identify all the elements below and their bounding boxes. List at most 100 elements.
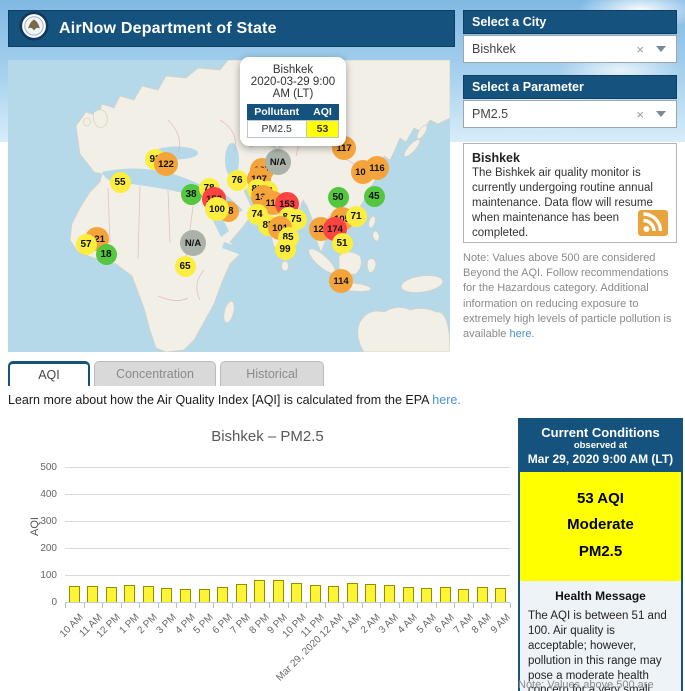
aqi-bar[interactable] [439, 587, 451, 602]
popup-city: Bishkek [272, 64, 314, 76]
tab-concentration[interactable]: Concentration [94, 361, 216, 386]
aqi-bar[interactable] [105, 587, 117, 602]
aqi-bar[interactable] [383, 585, 395, 602]
aqi-marker[interactable]: 51 [331, 232, 353, 254]
learn-more-prefix: Learn more about how the Air Quality Ind… [8, 393, 433, 407]
x-tick-mark [306, 603, 308, 608]
aqi-marker[interactable]: 71 [345, 205, 367, 227]
select-parameter-header: Select a Parameter [463, 75, 677, 99]
cc-health-title: Health Message [555, 588, 646, 603]
aqi-marker[interactable]: 18 [95, 243, 117, 265]
aqi-marker[interactable]: 76 [226, 169, 248, 191]
aqi-marker[interactable]: 55 [109, 171, 131, 193]
parameter-dropdown[interactable]: PM2.5 × [463, 100, 677, 128]
x-tick-mark [435, 603, 437, 608]
city-dropdown[interactable]: Bishkek × [463, 35, 677, 63]
x-tick-mark [417, 603, 419, 608]
aqi-bar[interactable] [346, 583, 358, 602]
gridline [65, 494, 510, 495]
aqi-marker[interactable]: 38 [180, 183, 202, 205]
aqi-bar[interactable] [495, 587, 507, 602]
aqi-marker[interactable]: N/A [180, 230, 206, 256]
aqi-bar[interactable] [217, 586, 229, 602]
rss-icon[interactable] [638, 210, 668, 236]
note-here-link[interactable]: here [509, 327, 532, 340]
aqi-marker[interactable]: N/A [265, 149, 291, 175]
note-text: Note: Values above 500 are considered Be… [463, 252, 672, 340]
aqi-marker[interactable]: 50 [327, 186, 349, 208]
x-axis-label: 8 PM [247, 612, 272, 637]
city-clear-icon[interactable]: × [636, 41, 644, 57]
aqi-marker[interactable]: 100 [205, 197, 229, 221]
x-tick-mark [324, 603, 326, 608]
aqi-marker[interactable]: 114 [329, 269, 353, 293]
x-axis-label: 8 AM [470, 612, 494, 636]
cc-datetime: Mar 29, 2020 9:00 AM (LT) [527, 452, 674, 466]
aqi-marker[interactable]: 45 [363, 185, 385, 207]
y-tick-label: 100 [40, 570, 57, 581]
cc-title: Current Conditions [541, 425, 660, 440]
x-axis-label: 6 AM [432, 612, 457, 636]
parameter-clear-icon[interactable]: × [636, 106, 644, 122]
x-tick-mark [472, 603, 474, 608]
x-tick-mark [157, 603, 159, 608]
aqi-bar[interactable] [254, 580, 266, 602]
aqi-marker[interactable]: 99 [274, 238, 296, 260]
cc-aqi-block: 53 AQI Moderate PM2.5 [520, 472, 681, 581]
x-tick-mark [343, 603, 345, 608]
aqi-bar[interactable] [180, 589, 192, 602]
note-suffix: . [531, 327, 535, 340]
gridline [65, 575, 510, 576]
aqi-bar[interactable] [198, 589, 210, 602]
x-tick-mark [231, 603, 233, 608]
aqi-bar[interactable] [235, 583, 247, 602]
aqi-bar[interactable] [124, 585, 136, 602]
aqi-bar[interactable] [328, 585, 340, 602]
aqi-bar[interactable] [458, 588, 470, 602]
learn-more-text: Learn more about how the Air Quality Ind… [8, 393, 461, 407]
aqi-marker[interactable]: 57 [75, 233, 97, 255]
cc-category: Moderate [567, 516, 634, 534]
popup-col-aqi: AQI [306, 104, 339, 121]
tab-concentration-label: Concentration [116, 367, 194, 381]
aqi-marker[interactable]: 116 [365, 156, 389, 180]
parameter-caret-icon[interactable] [656, 111, 666, 117]
tab-aqi[interactable]: AQI [8, 361, 90, 386]
aqi-bar[interactable] [161, 587, 173, 602]
world-aqi-map[interactable]: 921225538781539810076107107N/A8598135111… [8, 60, 450, 352]
state-department-seal-icon [19, 11, 49, 46]
cc-aqi-value: 53 AQI [577, 490, 624, 507]
aqi-bar-chart: Bishkek – PM2.5 AQI 0 100 200 300 400 500 10 A… [15, 424, 520, 686]
x-tick-mark [194, 603, 196, 608]
aqi-marker[interactable]: 65 [174, 255, 196, 277]
aqi-bar[interactable] [68, 585, 80, 602]
aqi-bar[interactable] [142, 586, 154, 602]
x-axis-line [65, 602, 510, 603]
info-box-title: Bishkek [472, 151, 520, 165]
map-popup: Bishkek 2020-03-29 9:00 AM (LT) Pollutan… [240, 57, 346, 146]
current-conditions-header: Current Conditions observed at Mar 29, 2… [520, 420, 681, 472]
city-caret-icon[interactable] [656, 46, 666, 52]
aqi-bar[interactable] [476, 587, 488, 602]
aqi-marker[interactable]: 122 [154, 152, 178, 176]
x-tick-mark [380, 603, 382, 608]
parameter-dropdown-value: PM2.5 [472, 107, 509, 121]
aqi-bar[interactable] [272, 580, 284, 602]
x-tick-mark [102, 603, 104, 608]
app-header: AirNow Department of State [8, 10, 455, 47]
aqi-bar[interactable] [291, 582, 303, 602]
learn-more-here-link[interactable]: here. [432, 393, 461, 407]
x-tick-mark [213, 603, 215, 608]
tab-historical[interactable]: Historical [220, 361, 324, 386]
x-tick-mark [250, 603, 252, 608]
aqi-bar[interactable] [421, 587, 433, 602]
info-box-text: The Bishkek air quality monitor is curre… [472, 167, 653, 239]
x-tick-mark [176, 603, 178, 608]
aqi-bar[interactable] [402, 586, 414, 602]
select-city-header: Select a City [463, 10, 677, 34]
x-tick-mark [454, 603, 456, 608]
aqi-bar[interactable] [365, 583, 377, 602]
aqi-bar[interactable] [87, 586, 99, 602]
popup-table: Pollutant AQI PM2.5 53 [246, 104, 340, 138]
aqi-bar[interactable] [309, 585, 321, 602]
